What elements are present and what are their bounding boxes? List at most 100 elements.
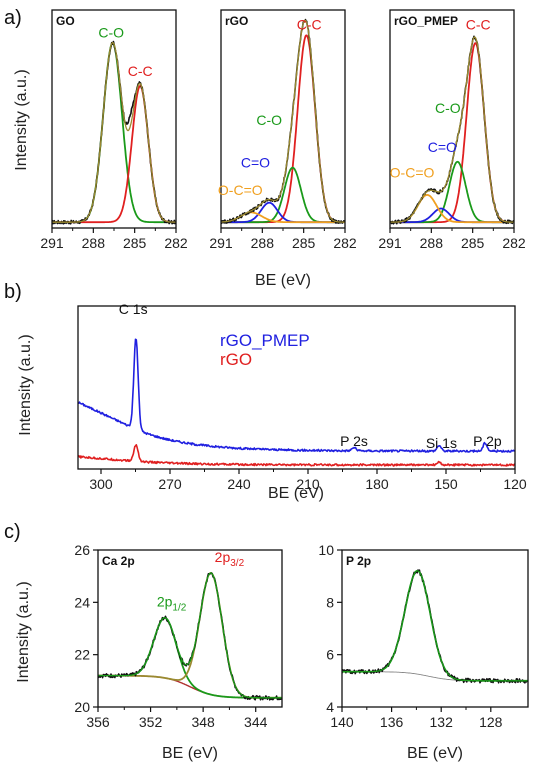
y-tick-label: 10 <box>318 542 334 558</box>
chart-title: Ca 2p <box>102 554 135 568</box>
peak-label: C 1s <box>119 301 148 317</box>
chart-go: 291 288 285 282 GO Intensity (a.u.) C-O C-C <box>13 9 188 251</box>
chart-title: P 2p <box>346 554 371 568</box>
peak-label: C-C <box>297 16 322 32</box>
peak-label: O-C=O <box>390 164 435 180</box>
x-tick-label: 288 <box>251 235 275 251</box>
peak-label: P 2p <box>473 433 502 449</box>
fit-envelope <box>342 570 528 682</box>
y-tick-label: 4 <box>326 699 334 715</box>
chart-p2p: 140 136 132 128 4 6 8 10 P 2p BE (eV) <box>318 542 529 762</box>
chart-title: rGO_PMEP <box>394 14 458 28</box>
x-tick-label: 180 <box>365 476 389 492</box>
x-tick-label: 291 <box>378 235 402 251</box>
x-axis-label: BE (eV) <box>407 745 463 762</box>
plot-frame-survey <box>77 305 516 470</box>
x-tick-label: 132 <box>430 714 454 730</box>
x-axis-label: BE (eV) <box>268 485 324 502</box>
fit-envelope <box>390 36 514 223</box>
fit-envelope <box>52 41 176 223</box>
plot-area-p2p <box>342 569 528 684</box>
x-tick-label: 300 <box>89 476 113 492</box>
experimental-spectrum <box>342 569 528 684</box>
component-peak-red <box>52 85 176 224</box>
chart-rgo: 291 288 285 282 rGO BE (eV) C-C C-O C=O O-C=O <box>209 9 357 289</box>
peak-label: C-C <box>128 63 153 79</box>
chart-ca2p: 356 352 348 344 20 22 24 26 Ca 2p BE (eV) Intensit… <box>15 542 283 762</box>
component-peak-red <box>390 42 514 224</box>
x-tick-label: 356 <box>86 714 110 730</box>
peak-label-subscript: 3/2 <box>230 558 244 569</box>
chart-title: rGO <box>225 14 248 28</box>
x-tick-label: 291 <box>40 235 64 251</box>
plot-area-rgo <box>221 18 345 225</box>
x-tick-label: 140 <box>330 714 354 730</box>
chart-title: GO <box>56 14 75 28</box>
x-tick-label: 288 <box>420 235 444 251</box>
plot-frame-ca2p <box>97 549 283 708</box>
plot-area-ca2p <box>98 572 282 701</box>
background-line <box>98 674 282 699</box>
y-axis-label: Intensity (a.u.) <box>17 334 34 435</box>
x-tick-label: 348 <box>191 714 215 730</box>
peak-label: C-O <box>256 112 282 128</box>
x-tick-label: 240 <box>227 476 251 492</box>
x-tick-label: 136 <box>380 714 404 730</box>
background-line <box>342 671 528 682</box>
fit-envelope <box>98 572 282 699</box>
plot-frame-rgo_pmep <box>389 9 515 229</box>
x-tick-label: 285 <box>123 235 147 251</box>
x-tick-label: 128 <box>479 714 503 730</box>
x-tick-label: 282 <box>164 235 188 251</box>
y-tick-label: 26 <box>74 542 90 558</box>
plot-frame-p2p <box>341 549 529 708</box>
peak-label: C-C <box>466 16 491 32</box>
x-tick-label: 291 <box>209 235 233 251</box>
x-tick-label: 285 <box>461 235 485 251</box>
peak-label: 2p3/2 <box>215 549 245 569</box>
panel-label-a: a) <box>4 7 22 29</box>
peak-label-main: 2p <box>157 593 173 609</box>
peak-label: C-O <box>98 24 124 40</box>
peak-label: C=O <box>428 139 457 155</box>
x-tick-label: 150 <box>434 476 458 492</box>
x-axis-label: BE (eV) <box>162 745 218 762</box>
component-peak-green <box>52 42 176 224</box>
y-tick-label: 24 <box>74 594 90 610</box>
x-tick-label: 120 <box>503 476 527 492</box>
plot-area-survey <box>78 338 515 467</box>
peak-label: C=O <box>241 155 270 171</box>
x-tick-label: 288 <box>82 235 106 251</box>
x-tick-label: 210 <box>296 476 320 492</box>
peak-label: P 2s <box>340 433 368 449</box>
x-tick-label: 352 <box>139 714 163 730</box>
x-axis-label: BE (eV) <box>255 272 311 289</box>
x-tick-label: 282 <box>502 235 526 251</box>
panel-label-b: b) <box>4 281 22 303</box>
fit-envelope <box>221 19 345 223</box>
chart-rgo-pmep: 291 288 285 282 rGO_PMEP C-C C-O C=O O-C=O <box>378 9 526 251</box>
survey-series-rgo <box>78 444 515 467</box>
survey-series-rgo-pmep <box>78 338 515 453</box>
experimental-spectrum <box>390 35 514 225</box>
x-tick-label: 344 <box>244 714 268 730</box>
legend-entry: rGO <box>220 350 252 369</box>
x-tick-label: 270 <box>158 476 182 492</box>
peak-label: 2p1/2 <box>157 593 187 613</box>
x-tick-label: 285 <box>292 235 316 251</box>
y-tick-label: 6 <box>326 647 334 663</box>
y-tick-label: 8 <box>326 594 334 610</box>
component-peak-olive <box>98 572 282 699</box>
panel-label-c: c) <box>4 521 21 543</box>
legend-entry: rGO_PMEP <box>220 331 310 350</box>
experimental-spectrum <box>52 40 176 225</box>
plot-area-go <box>52 40 176 225</box>
chart-survey: 300 270 240 210 180 150 120 BE (eV) Intensity (a… <box>17 301 527 502</box>
y-axis-label: Intensity (a.u.) <box>13 69 30 170</box>
component-peak-green <box>342 569 528 682</box>
plot-area-rgo_pmep <box>390 35 514 225</box>
peak-label: C-O <box>435 100 461 116</box>
peak-label-subscript: 1/2 <box>172 602 186 613</box>
peak-label: O-C=O <box>218 182 263 198</box>
